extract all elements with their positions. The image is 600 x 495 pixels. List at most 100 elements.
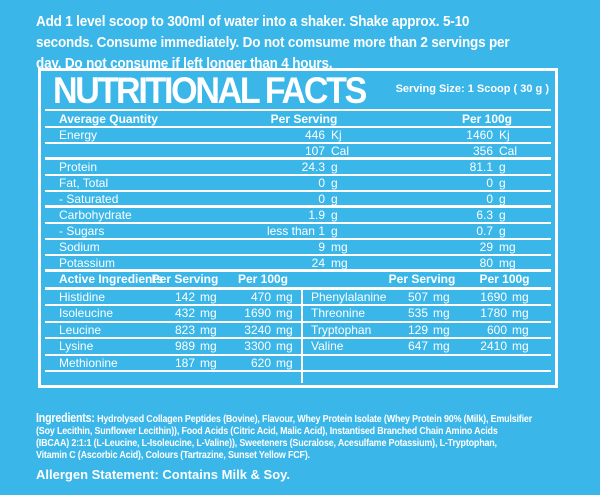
amino-name: Threonine	[311, 306, 366, 321]
per-100g-value: 3300	[244, 339, 271, 354]
instruction-line: seconds. Consume immediately. Do not com…	[36, 34, 510, 51]
ingredients-label: Ingredients:	[36, 411, 95, 425]
nutrient-label: Sodium	[59, 240, 100, 254]
nutrient-row: Sodium 9 mg 29 mg	[45, 240, 551, 256]
per-100g-unit: mg	[512, 289, 529, 304]
per-100g-unit: mg	[276, 322, 293, 337]
per-100g-value: 2410	[480, 339, 507, 354]
per-serving-unit: mg	[200, 339, 217, 354]
per-serving-unit: mg	[331, 255, 348, 270]
amino-right-cell: Phenylalanine 507 mg 1690 mg	[301, 289, 551, 306]
per-100g-unit: Cal	[499, 143, 518, 158]
amino-left-cell: Histidine 142 mg 470 mg	[45, 289, 301, 306]
amino-name: Valine	[311, 339, 344, 354]
per-100g-unit: mg	[512, 322, 529, 337]
allergen-statement: Allergen Statement: Contains Milk & Soy.	[36, 467, 291, 482]
amino-left-cell: Isoleucine 432 mg 1690 mg	[45, 306, 301, 323]
nutrition-table: Average Quantity Per Serving Per 100g En…	[45, 109, 551, 383]
per-serving-unit: Kj	[331, 128, 342, 142]
per-serving-unit: mg	[433, 322, 450, 337]
per-serving-value: 24.3	[301, 160, 325, 174]
nutrient-label: - Sugars	[59, 224, 105, 238]
amino-left-cell: Leucine 823 mg 3240 mg	[45, 322, 301, 339]
per-100g-value: 3240	[244, 322, 271, 337]
per-100g-unit: Kj	[499, 128, 510, 142]
amino-name: Phenylalanine	[311, 289, 387, 304]
ingredients-line: (IBCAA) 2:1:1 (L-Leucine, L-Isoleucine, …	[36, 437, 497, 449]
column-header-per-100g: Per 100g	[479, 272, 530, 287]
nutrient-row: Carbohydrate 1.9 g 6.3 g	[45, 208, 551, 224]
per-100g-value: 470	[250, 289, 271, 304]
per-100g-value: 0	[486, 176, 493, 190]
column-header-per-serving: Per Serving	[151, 272, 219, 287]
per-serving-unit: g	[331, 208, 338, 222]
per-serving-unit: g	[331, 176, 338, 190]
amino-left-cell: Lysine 989 mg 3300 mg	[45, 339, 301, 356]
nutrient-label: Protein	[59, 160, 98, 174]
per-100g-value: 356	[472, 143, 493, 158]
per-serving-value: 535	[407, 306, 428, 321]
amino-right-cell: Valine 647 mg 2410 mg	[301, 339, 551, 356]
column-header-per-serving: Per Serving	[388, 272, 456, 287]
nutrient-row: Fat, Total 0 g 0 g	[45, 176, 551, 192]
per-100g-value: 0	[486, 191, 493, 206]
per-serving-unit: mg	[433, 306, 450, 321]
instruction-line: Add 1 level scoop to 300ml of water into…	[36, 13, 470, 30]
per-100g-value: 0.7	[476, 224, 493, 238]
per-100g-unit: mg	[276, 289, 293, 304]
amino-acid-row: Methionine 187 mg 620 mg	[45, 355, 551, 372]
nutrient-row: Potassium 24 mg 80 mg	[45, 256, 551, 272]
spacer-right	[301, 372, 551, 383]
amino-acid-row: Leucine 823 mg 3240 mg Tryptophan 129 mg…	[45, 322, 551, 339]
per-serving-value: 129	[407, 322, 428, 337]
per-serving-value: 446	[304, 128, 325, 142]
per-serving-unit: Cal	[331, 143, 350, 158]
per-100g-unit: mg	[499, 255, 516, 270]
nutrient-label: Energy	[59, 128, 98, 142]
per-serving-unit: g	[331, 224, 338, 238]
per-serving-value: 647	[407, 339, 428, 354]
per-100g-unit: mg	[276, 355, 293, 370]
per-serving-value: 187	[174, 355, 195, 370]
amino-name: Lysine	[59, 339, 94, 354]
nutrient-row: Energy 446 Kj 1460 Kj	[45, 128, 551, 144]
per-serving-value: 507	[407, 289, 428, 304]
amino-right-cell: Tryptophan 129 mg 600 mg	[301, 322, 551, 339]
amino-right-cell-empty	[301, 355, 551, 372]
per-100g-unit: mg	[512, 339, 529, 354]
per-serving-value: 1.9	[308, 208, 325, 222]
per-serving-unit: mg	[433, 289, 450, 304]
panel-title: NUTRITIONAL FACTS	[53, 70, 367, 111]
per-100g-value: 600	[486, 322, 507, 337]
per-serving-unit: mg	[200, 306, 217, 321]
nutrition-panel: NUTRITIONAL FACTS Serving Size: 1 Scoop …	[38, 68, 558, 388]
per-100g-value: 81.1	[469, 160, 493, 174]
table-spacer-row	[45, 372, 551, 383]
per-100g-unit: mg	[512, 306, 529, 321]
column-header-per-100g: Per 100g	[237, 272, 289, 287]
per-serving-value: 142	[174, 289, 195, 304]
amino-acid-row: Isoleucine 432 mg 1690 mg Threonine 535 …	[45, 306, 551, 323]
amino-acid-row: Histidine 142 mg 470 mg Phenylalanine 50…	[45, 289, 551, 306]
instruction-line: day. Do not consume if left longer than …	[36, 55, 333, 72]
ingredients-line: Ingredients: Hydrolysed Collagen Peptide…	[36, 412, 532, 425]
nutrient-label: - Saturated	[59, 191, 119, 206]
nutrient-label: Fat, Total	[59, 176, 109, 190]
active-ingredients-header-row: Active Ingredients Per Serving Per 100g …	[45, 272, 551, 290]
per-100g-unit: g	[499, 176, 506, 190]
column-header-per-serving: Per Serving	[270, 111, 338, 126]
per-100g-value: 80	[479, 255, 493, 270]
ingredients-line: (Soy Lecithin, Sunflower Lecithin)), Foo…	[36, 425, 498, 437]
per-100g-value: 1460	[466, 128, 493, 142]
per-100g-value: 1780	[480, 306, 507, 321]
spacer-left	[45, 372, 301, 383]
amino-name: Tryptophan	[311, 322, 372, 337]
active-ingredients-label: Active Ingredients	[59, 272, 164, 287]
amino-left-cell: Methionine 187 mg 620 mg	[45, 355, 301, 372]
per-100g-unit: g	[499, 191, 506, 206]
nutrient-row: Protein 24.3 g 81.1 g	[45, 160, 551, 176]
per-100g-unit: mg	[276, 339, 293, 354]
per-serving-value: 989	[174, 339, 195, 354]
per-serving-unit: mg	[200, 289, 217, 304]
amino-name: Leucine	[59, 322, 102, 337]
